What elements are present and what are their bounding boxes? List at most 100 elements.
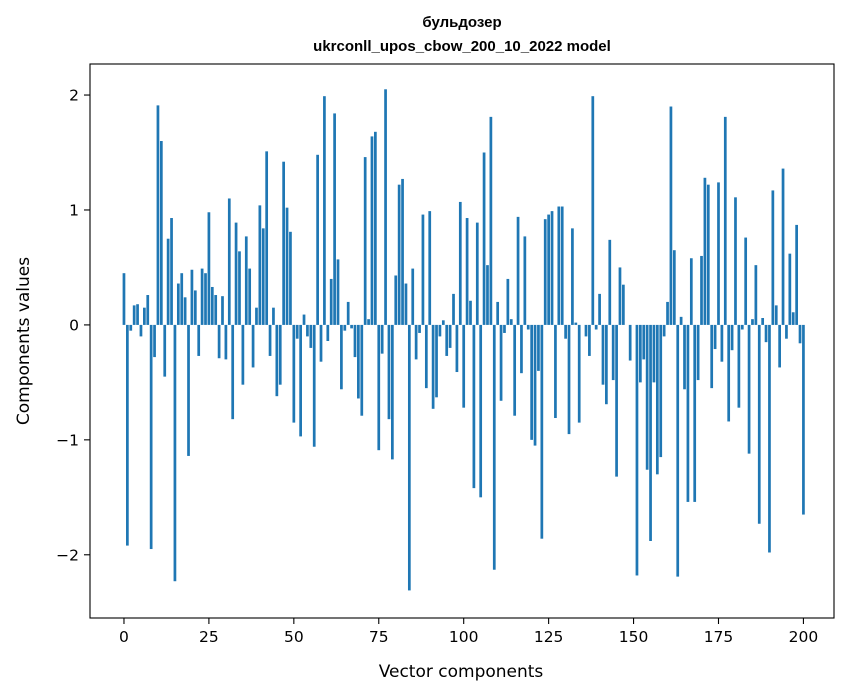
bar-106 [482,152,486,325]
bar-80 [394,275,398,325]
bar-5 [139,324,143,337]
bar-90 [428,211,432,325]
bar-48 [285,207,289,325]
bar-29 [221,296,224,325]
x-tick-label: 50 [284,628,304,646]
bar-199 [798,324,802,344]
bar-8 [149,324,153,550]
x-tick-label: 0 [119,628,129,646]
bar-47 [282,161,285,325]
bar-85 [411,268,415,325]
plot-frame [89,63,835,619]
bar-161 [669,106,673,325]
bar-121 [533,324,537,446]
bar-20 [190,269,194,325]
bar-30 [224,324,228,360]
bar-149 [628,324,632,361]
bar-84 [407,324,411,591]
bar-105 [479,324,483,498]
bar-27 [214,295,218,325]
x-axis: 0 25 50 75 100 125 150 175 200 [119,618,818,646]
bar-103 [472,324,476,489]
bar-75 [377,324,381,451]
bar-198 [795,224,798,325]
bar-14 [170,218,173,325]
bar-77 [384,89,387,325]
y-tick-label: 2 [69,87,79,105]
bar-126 [550,211,554,325]
bar-124 [543,219,547,325]
bar-108 [489,116,493,325]
bar-82 [401,178,404,325]
bar-130 [564,324,567,339]
bar-157 [655,324,659,475]
bar-16 [176,283,180,325]
y-tick-label: 1 [69,201,79,219]
bar-140 [598,293,601,325]
bar-160 [666,301,669,325]
bar-97 [452,293,455,325]
bar-147 [622,284,625,325]
bar-1 [126,324,129,546]
bar-165 [683,324,686,390]
bar-66 [346,301,350,325]
bar-89 [424,324,428,389]
bar-102 [469,300,472,325]
bar-191 [771,190,775,325]
bar-4 [136,304,139,325]
bar-41 [261,228,265,325]
x-axis-label: Vector components [379,662,544,682]
bar-114 [509,319,513,325]
bar-22 [197,324,201,356]
bars-group [122,89,805,591]
bar-200 [802,324,805,515]
bar-31 [227,198,231,325]
bar-125 [547,214,550,325]
bar-36 [244,236,248,325]
bar-18 [183,297,187,325]
bar-136 [584,324,588,337]
bar-174 [713,324,717,350]
bar-101 [465,218,469,325]
bar-197 [791,312,795,325]
bar-58 [319,324,323,362]
bar-162 [672,250,676,325]
bar-187 [757,324,761,524]
bar-181 [737,324,741,408]
y-tick-label: −2 [56,546,79,564]
bar-188 [761,318,765,325]
bar-51 [295,324,299,339]
bar-142 [605,324,608,405]
bar-26 [210,286,214,325]
bar-138 [591,96,595,325]
bar-69 [357,324,360,399]
bar-159 [662,324,666,337]
bar-156 [652,324,656,383]
bar-100 [462,324,466,408]
bar-111 [499,324,503,401]
bar-70 [360,324,364,416]
bar-10 [156,105,160,325]
bar-194 [781,168,785,325]
bar-176 [720,324,724,362]
bar-68 [353,324,357,358]
bar-17 [180,273,184,325]
bar-49 [289,231,292,325]
bar-192 [774,305,778,325]
bar-104 [475,222,479,325]
bar-122 [537,324,540,371]
bar-175 [717,182,720,325]
bar-65 [343,324,347,331]
bar-0 [122,273,126,325]
bar-56 [312,324,316,447]
y-tick-label: 0 [69,316,79,334]
bar-107 [486,265,489,325]
x-tick-label: 150 [619,628,649,646]
bar-117 [520,324,523,374]
bar-195 [785,324,788,339]
bar-131 [567,324,571,435]
bar-152 [639,324,642,383]
bar-23 [200,268,204,325]
bar-55 [309,324,313,348]
bar-64 [340,324,343,390]
